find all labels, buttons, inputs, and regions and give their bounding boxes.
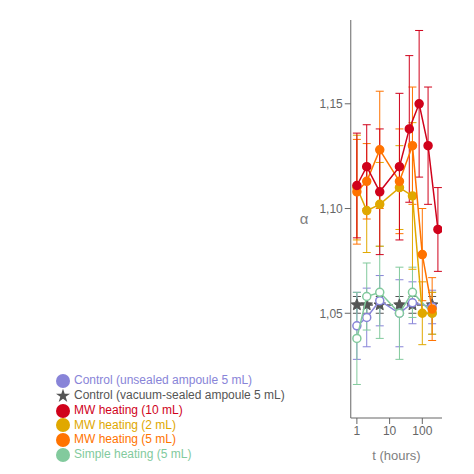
- svg-text:100: 100: [412, 424, 432, 438]
- svg-text:1: 1: [354, 424, 361, 438]
- html-text:Simple heating (5 mL): Simple heating (5 mL): [74, 447, 192, 462]
- html-text:Control (vacuum-sealed ampoule: Control (vacuum-sealed ampoule 5 mL): [74, 387, 285, 402]
- svg-text:t (hours): t (hours): [372, 448, 420, 463]
- svg-text:1,10: 1,10: [319, 202, 343, 216]
- html-text:MW heating (2 mL): MW heating (2 mL): [74, 417, 176, 432]
- svg-text:1,05: 1,05: [319, 307, 343, 321]
- svg-text:10: 10: [383, 424, 397, 438]
- svg-text:1,15: 1,15: [319, 97, 343, 111]
- html-text:Control (unsealed ampoule 5 mL: Control (unsealed ampoule 5 mL): [74, 373, 253, 387]
- svg-text:α: α: [300, 210, 309, 227]
- html-text:MW heating (5 mL): MW heating (5 mL): [74, 432, 176, 447]
- html-text:MW heating (10 mL): MW heating (10 mL): [74, 402, 183, 417]
